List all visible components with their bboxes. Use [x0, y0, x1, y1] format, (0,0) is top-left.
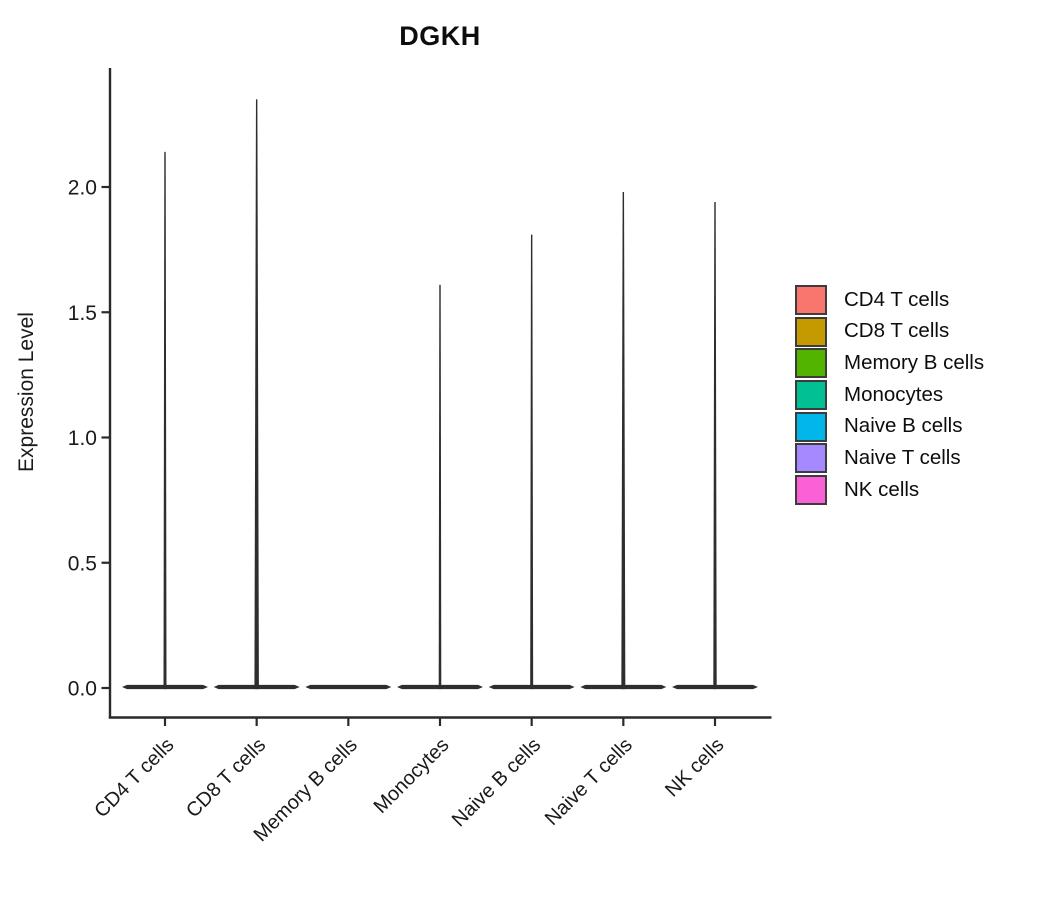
violin-spike-naive-b-cells — [530, 234, 534, 690]
x-tick-label-nk-cells: NK cells — [661, 734, 728, 801]
x-tick-label-cd8-t-cells: CD8 T cells — [182, 734, 270, 822]
x-tick-label-monocytes: Monocytes — [370, 734, 454, 818]
legend-item-memory-b-cells: Memory B cells — [795, 347, 984, 379]
y-tick-label: 0.5 — [68, 552, 97, 575]
x-tick-label-naive-t-cells: Naive T cells — [541, 734, 637, 830]
legend-swatch-cd8-t-cells — [795, 316, 827, 347]
legend-swatch-monocytes — [795, 379, 827, 410]
legend-label: Memory B cells — [844, 350, 985, 374]
y-tick-label: 1.5 — [68, 302, 97, 325]
legend-swatch-nk-cells — [795, 474, 827, 505]
violin-spike-naive-t-cells — [621, 192, 626, 690]
legend-item-naive-b-cells: Naive B cells — [795, 411, 984, 443]
legend-label: Naive B cells — [844, 414, 963, 438]
legend-swatch-naive-b-cells — [795, 411, 827, 442]
legend-label: CD8 T cells — [844, 319, 950, 343]
legend-label: Monocytes — [844, 382, 944, 406]
violin-spike-monocytes — [438, 284, 442, 690]
legend-item-cd4-t-cells: CD4 T cells — [795, 284, 984, 316]
y-tick-label: 2.0 — [68, 177, 97, 200]
x-tick-label-naive-b-cells: Naive B cells — [448, 734, 545, 831]
legend-item-cd8-t-cells: CD8 T cells — [795, 316, 984, 348]
y-tick-label: 0.0 — [68, 678, 97, 701]
y-tick-label: 1.0 — [68, 427, 97, 450]
violin-spike-cd4-t-cells — [163, 151, 167, 690]
x-tick-label-cd4-t-cells: CD4 T cells — [90, 734, 178, 822]
legend-swatch-memory-b-cells — [795, 348, 827, 379]
legend-item-nk-cells: NK cells — [795, 474, 984, 506]
chart-title: DGKH — [399, 21, 481, 51]
violin-spike-nk-cells — [713, 202, 717, 690]
violin-base-memory-b-cells — [305, 684, 392, 690]
legend-label: CD4 T cells — [844, 287, 950, 311]
legend: CD4 T cells CD8 T cells Memory B cells Mono… — [795, 284, 984, 506]
legend-swatch-naive-t-cells — [795, 443, 827, 474]
violin-spike-cd8-t-cells — [254, 99, 259, 690]
legend-swatch-cd4-t-cells — [795, 284, 827, 315]
legend-item-naive-t-cells: Naive T cells — [795, 442, 984, 474]
legend-label: Naive T cells — [844, 446, 961, 470]
legend-label: NK cells — [844, 477, 920, 501]
legend-item-monocytes: Monocytes — [795, 379, 984, 411]
